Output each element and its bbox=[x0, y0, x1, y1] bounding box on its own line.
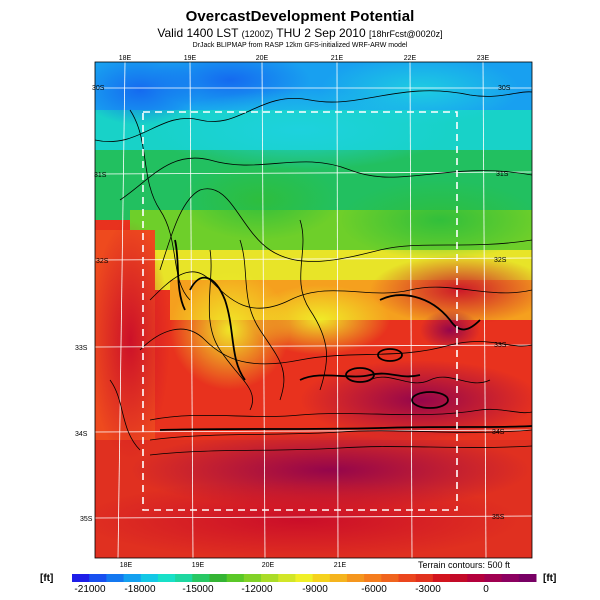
colorbar-swatch bbox=[329, 574, 348, 582]
bottom-tick-label: 20E bbox=[262, 562, 275, 569]
colorbar-swatch bbox=[175, 574, 193, 582]
top-tick-label: 19E bbox=[184, 55, 197, 62]
left-tick-label: 34S bbox=[75, 431, 88, 438]
right-tick-label: 35S bbox=[492, 514, 505, 521]
right-tick-label: 31S bbox=[496, 171, 509, 178]
bottom-longitude-ticks: 18E 19E 20E 21E bbox=[120, 562, 347, 569]
model-credit: DrJack BLIPMAP from RASP 12km GFS-initia… bbox=[192, 42, 408, 49]
colorbar-swatch bbox=[106, 574, 125, 582]
colorbar-label: -12000 bbox=[241, 584, 273, 595]
inner-domain-box bbox=[142, 111, 458, 511]
colorbar-swatch bbox=[415, 574, 434, 582]
top-tick-label: 22E bbox=[404, 55, 417, 62]
colorbar-label: 0 bbox=[483, 584, 489, 595]
bottom-tick-label: 21E bbox=[334, 562, 347, 569]
colorbar-unit-left: [ft] bbox=[40, 573, 54, 584]
bottom-tick-label: 18E bbox=[120, 562, 133, 569]
colorbar-swatch bbox=[209, 574, 228, 582]
overcast-field bbox=[95, 62, 532, 558]
colorbar-swatch bbox=[432, 574, 451, 582]
top-tick-label: 23E bbox=[477, 55, 490, 62]
colorbar-label: -3000 bbox=[415, 584, 441, 595]
colorbar-swatch bbox=[450, 574, 468, 582]
colorbar-swatch bbox=[123, 574, 142, 582]
colorbar-swatch bbox=[484, 574, 503, 582]
left-tick-label: 35S bbox=[80, 516, 93, 523]
colorbar-swatch bbox=[364, 574, 382, 582]
valid-time: Valid 1400 LST bbox=[157, 26, 239, 40]
top-tick-label: 21E bbox=[331, 55, 344, 62]
map-subtitle: Valid 1400 LST (1200Z) THU 2 Sep 2010 [1… bbox=[0, 26, 600, 40]
colorbar-label: -18000 bbox=[124, 584, 156, 595]
right-tick-label: 34S bbox=[492, 429, 505, 436]
colorbar bbox=[72, 574, 537, 582]
colorbar-swatch bbox=[243, 574, 262, 582]
colorbar-swatch bbox=[72, 574, 90, 582]
colorbar-swatch bbox=[398, 574, 417, 582]
colorbar-swatch bbox=[381, 574, 400, 582]
utc-time: (1200Z) bbox=[241, 29, 274, 39]
colorbar-swatch bbox=[518, 574, 537, 582]
colorbar-label: -21000 bbox=[74, 584, 106, 595]
map-title: OvercastDevelopment Potential bbox=[185, 8, 415, 25]
colorbar-swatch bbox=[278, 574, 296, 582]
colorbar-label: -6000 bbox=[361, 584, 387, 595]
graticule bbox=[95, 62, 532, 558]
left-tick-label: 30S bbox=[92, 85, 105, 92]
colorbar-swatch bbox=[192, 574, 210, 582]
colorbar-swatch bbox=[226, 574, 245, 582]
left-tick-label: 33S bbox=[75, 345, 88, 352]
colorbar-unit-right: [ft] bbox=[543, 573, 557, 584]
top-longitude-ticks: 18E 19E 20E 21E 22E 23E bbox=[119, 55, 490, 62]
right-latitude-ticks: 30S 31S 32S 33S 34S 35S bbox=[492, 85, 511, 521]
right-tick-label: 30S bbox=[498, 85, 511, 92]
colorbar-swatch bbox=[312, 574, 331, 582]
colorbar-swatch bbox=[346, 574, 365, 582]
colorbar-label: -15000 bbox=[182, 584, 214, 595]
left-latitude-ticks: 30S 31S 32S 33S 34S 35S bbox=[75, 85, 109, 523]
colorbar-swatch bbox=[501, 574, 520, 582]
top-tick-label: 20E bbox=[256, 55, 269, 62]
map-frame bbox=[94, 61, 533, 559]
colorbar-swatch bbox=[295, 574, 314, 582]
colorbar-swatch bbox=[140, 574, 159, 582]
top-tick-label: 18E bbox=[119, 55, 132, 62]
colorbar-swatch bbox=[261, 574, 279, 582]
colorbar-swatch bbox=[467, 574, 485, 582]
forecast-info: [18hrFcst@0020z] bbox=[369, 29, 443, 39]
colorbar-label: -9000 bbox=[302, 584, 328, 595]
valid-date: THU 2 Sep 2010 bbox=[276, 26, 366, 40]
left-tick-label: 31S bbox=[94, 172, 107, 179]
bottom-tick-label: 19E bbox=[192, 562, 205, 569]
terrain-contours-bold bbox=[159, 239, 532, 431]
colorbar-swatch bbox=[157, 574, 176, 582]
terrain-contour-note: Terrain contours: 500 ft bbox=[417, 560, 510, 570]
left-tick-label: 32S bbox=[96, 258, 109, 265]
colorbar-labels: -21000 -18000 -15000 -12000 -9000 -6000 -3000 0 bbox=[74, 584, 489, 595]
right-tick-label: 32S bbox=[494, 257, 507, 264]
colorbar-swatch bbox=[89, 574, 107, 582]
right-tick-label: 33S bbox=[494, 342, 507, 349]
